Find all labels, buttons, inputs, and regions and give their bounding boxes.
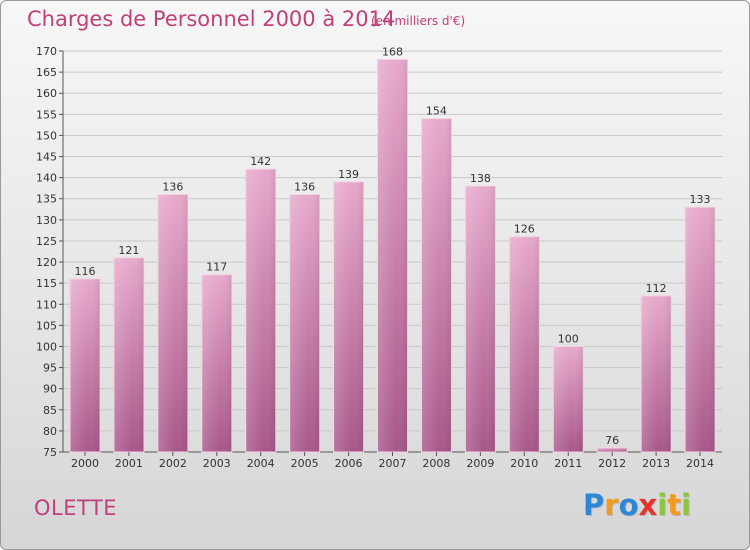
bar-shade — [685, 207, 716, 452]
x-tick-label: 2013 — [642, 457, 670, 470]
bar-shade — [553, 346, 584, 452]
y-tick-label: 100 — [36, 340, 57, 353]
value-label: 154 — [426, 105, 447, 118]
chart-subtitle: (en milliers d'€) — [371, 14, 466, 28]
y-tick-label: 140 — [36, 172, 57, 185]
y-tick-label: 125 — [36, 235, 57, 248]
x-tick-label: 2004 — [247, 457, 275, 470]
y-tick-label: 150 — [36, 129, 57, 142]
value-label: 126 — [514, 223, 535, 236]
y-tick-label: 170 — [36, 45, 57, 58]
x-tick-label: 2001 — [115, 457, 143, 470]
x-tick-label: 2014 — [686, 457, 714, 470]
y-tick-label: 165 — [36, 66, 57, 79]
brand-letter: o — [618, 488, 639, 522]
bar-shade — [245, 169, 276, 453]
value-label: 138 — [470, 172, 491, 185]
y-tick-label: 110 — [36, 298, 57, 311]
y-tick-labels: 75 80 85 90 95 100 105 110 115 120 125 130 135 140 145… — [36, 45, 57, 459]
y-tick-label: 145 — [36, 151, 57, 164]
bar-shade — [333, 181, 364, 452]
brand-letter: r — [604, 488, 619, 522]
value-label: 136 — [162, 181, 183, 194]
brand-logo: Proxiti — [583, 488, 691, 522]
bar-shade — [597, 447, 628, 452]
x-tick-label: 2000 — [71, 457, 99, 470]
x-tick-label: 2010 — [510, 457, 538, 470]
y-tick-label: 95 — [43, 362, 57, 375]
y-tick-label: 90 — [43, 383, 57, 396]
x-tick-labels: 2000 2001 2002 2003 2004 2005 2006 2007 2008 2009… — [71, 452, 714, 470]
bar-shade — [201, 274, 232, 452]
x-tick-label: 2011 — [554, 457, 582, 470]
bar-shade — [289, 194, 320, 452]
x-tick-label: 2005 — [291, 457, 319, 470]
y-tick-label: 155 — [36, 108, 57, 121]
place-name: OLETTE — [34, 496, 118, 520]
x-tick-label: 2008 — [422, 457, 450, 470]
brand-letter: P — [583, 488, 605, 522]
brand-letter: i — [657, 488, 668, 522]
bar-shade — [157, 194, 188, 452]
y-tick-label: 160 — [36, 87, 57, 100]
x-tick-label: 2003 — [203, 457, 231, 470]
x-tick-label: 2002 — [159, 457, 187, 470]
x-tick-label: 2007 — [379, 457, 407, 470]
brand-letter: i — [681, 488, 692, 522]
bar-shade — [509, 236, 540, 452]
value-labels: 116 121 136 117 142 136 139 168 154 138 126 100 76 11… — [74, 45, 710, 446]
value-label: 136 — [294, 181, 315, 194]
value-label: 142 — [250, 155, 271, 168]
value-label: 117 — [206, 261, 227, 274]
y-tick-label: 80 — [43, 425, 57, 438]
y-tick-label: 75 — [43, 446, 57, 459]
value-label: 139 — [338, 168, 359, 181]
y-tick-label: 135 — [36, 193, 57, 206]
value-label: 112 — [646, 282, 667, 295]
value-label: 76 — [605, 434, 619, 447]
value-label: 116 — [74, 265, 95, 278]
value-label: 168 — [382, 45, 403, 58]
bar-shade — [113, 257, 144, 452]
y-tick-label: 115 — [36, 277, 57, 290]
value-label: 100 — [558, 332, 579, 345]
y-tick-label: 120 — [36, 256, 57, 269]
value-label: 133 — [690, 193, 711, 206]
brand-letter: t — [667, 488, 682, 522]
bar-shade — [69, 278, 100, 452]
brand-letter: x — [638, 488, 658, 522]
bar-shade — [641, 295, 672, 452]
bar-shade — [377, 59, 408, 452]
bar-shade — [465, 186, 496, 453]
x-tick-label: 2012 — [598, 457, 626, 470]
value-label: 121 — [118, 244, 139, 257]
x-tick-label: 2006 — [335, 457, 363, 470]
chart-title: Charges de Personnel 2000 à 2014 — [27, 7, 396, 31]
bars — [69, 58, 716, 453]
x-tick-label: 2009 — [466, 457, 494, 470]
y-tick-label: 130 — [36, 214, 57, 227]
y-tick-label: 105 — [36, 319, 57, 332]
y-tick-label: 85 — [43, 404, 57, 417]
bar-shade — [421, 118, 452, 453]
